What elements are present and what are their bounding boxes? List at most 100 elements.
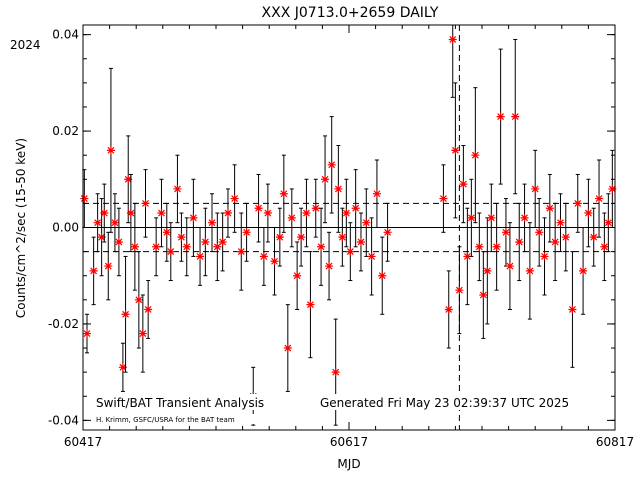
- star-marker: [189, 213, 198, 222]
- star-marker: [208, 218, 217, 227]
- star-marker: [121, 310, 130, 319]
- star-marker: [579, 266, 588, 275]
- data-point: [89, 236, 98, 306]
- x-tick-label: 60817: [596, 435, 634, 449]
- data-point: [82, 313, 91, 354]
- star-marker: [448, 35, 457, 44]
- data-point: [496, 48, 505, 185]
- star-marker: [130, 242, 139, 251]
- data-point: [97, 198, 106, 277]
- year-label: 2024: [10, 38, 41, 52]
- data-point: [237, 212, 246, 291]
- star-marker: [173, 184, 182, 193]
- data-point: [201, 207, 210, 277]
- star-marker: [356, 237, 365, 246]
- star-marker: [362, 218, 371, 227]
- star-marker: [230, 194, 239, 203]
- star-marker: [342, 209, 351, 218]
- star-marker: [595, 194, 604, 203]
- star-marker: [479, 291, 488, 299]
- data-point: [492, 202, 501, 291]
- star-marker: [600, 242, 609, 251]
- axes: [82, 24, 616, 431]
- data-point: [279, 154, 288, 233]
- data-point: [351, 169, 360, 248]
- star-marker: [505, 262, 514, 271]
- data-point: [144, 280, 153, 339]
- data-point: [475, 212, 484, 282]
- data-point: [293, 241, 302, 310]
- data-point: [600, 212, 609, 282]
- footer-left-bg: [94, 394, 284, 410]
- data-point: [321, 135, 330, 224]
- x-tick-labels: 60417 60617 60817: [64, 435, 634, 449]
- y-tick-label: -0.02: [48, 317, 79, 331]
- star-marker: [124, 175, 133, 184]
- star-marker: [141, 199, 150, 208]
- star-marker: [487, 213, 496, 222]
- data-point: [138, 294, 147, 373]
- star-marker: [584, 209, 593, 218]
- data-point: [287, 188, 296, 248]
- star-marker: [334, 184, 343, 193]
- y-tick-label: 0.02: [52, 124, 79, 138]
- star-marker: [531, 184, 540, 193]
- data-point: [213, 212, 222, 282]
- data-point: [93, 193, 102, 253]
- data-point: [325, 231, 334, 301]
- star-marker: [573, 199, 582, 208]
- star-marker: [218, 237, 227, 246]
- data-point: [342, 178, 351, 248]
- star-marker: [106, 146, 115, 155]
- star-marker: [306, 300, 315, 309]
- star-marker: [540, 252, 549, 261]
- star-marker: [166, 247, 175, 256]
- star-marker: [242, 228, 251, 237]
- star-marker: [321, 175, 330, 184]
- star-marker: [80, 194, 89, 203]
- data-point: [106, 67, 115, 233]
- star-marker: [556, 218, 565, 227]
- star-marker: [162, 228, 171, 237]
- data-point: [515, 202, 524, 282]
- data-point: [487, 183, 496, 253]
- data-point: [166, 222, 175, 282]
- star-marker: [114, 237, 123, 246]
- star-marker: [568, 305, 577, 314]
- star-marker: [492, 242, 501, 251]
- data-point: [254, 173, 263, 243]
- star-marker: [501, 228, 510, 237]
- data-point: [275, 207, 284, 267]
- star-marker: [157, 209, 166, 218]
- star-marker: [144, 305, 153, 314]
- data-point: [126, 173, 135, 253]
- data-point: [121, 255, 130, 373]
- star-marker: [327, 160, 336, 169]
- data-point: [372, 159, 381, 228]
- data-point: [589, 207, 598, 267]
- data-point: [467, 178, 476, 257]
- star-marker: [455, 286, 464, 295]
- data-point: [152, 217, 161, 277]
- data-point: [114, 207, 123, 277]
- data-point: [283, 304, 292, 392]
- data-point: [568, 251, 577, 368]
- star-marker: [287, 213, 296, 222]
- star-marker: [475, 242, 484, 251]
- data-point: [263, 183, 272, 243]
- data-point: [124, 135, 133, 224]
- data-point: [479, 251, 488, 339]
- star-marker: [275, 233, 284, 242]
- data-point: [327, 116, 336, 214]
- star-marker: [463, 252, 472, 261]
- footer-left-text: Swift/BAT Transient Analysis: [96, 396, 264, 410]
- star-marker: [439, 194, 448, 203]
- data-point: [561, 202, 570, 272]
- data-point: [157, 178, 166, 248]
- data-point: [196, 227, 205, 286]
- star-marker: [471, 151, 480, 160]
- star-marker: [279, 189, 288, 198]
- star-marker: [535, 228, 544, 237]
- star-marker: [283, 344, 292, 353]
